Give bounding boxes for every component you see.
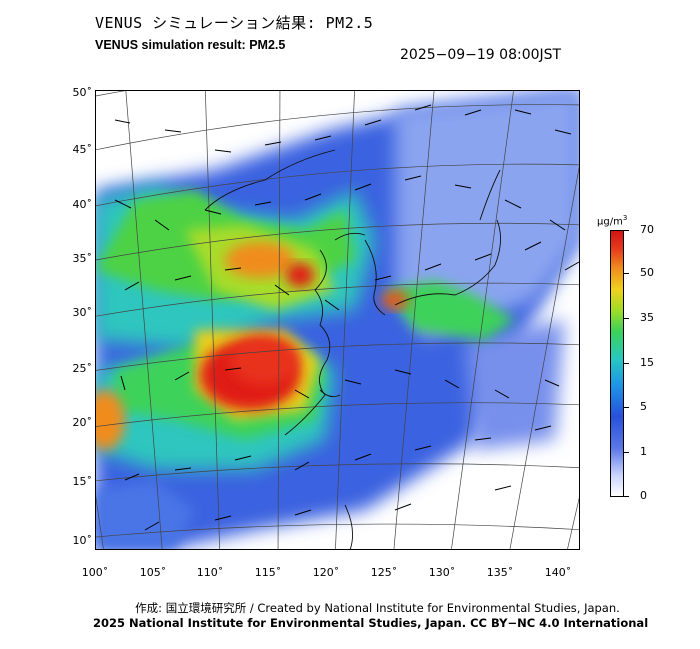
colorbar-tick: [624, 407, 629, 408]
title-japanese: VENUS シミュレーション結果: PM2.5: [95, 14, 374, 32]
colorbar: [610, 230, 624, 497]
colorbar-label-15: 15: [640, 356, 654, 369]
lat-label-30: 30˚: [72, 306, 93, 319]
colorbar-label-1: 1: [640, 445, 647, 458]
lat-label-10: 10˚: [72, 534, 93, 547]
lon-label-135: 135˚: [486, 566, 514, 579]
lat-label-35: 35˚: [72, 252, 93, 265]
colorbar-label-35: 35: [640, 311, 654, 324]
colorbar-unit: µg/m3: [597, 214, 628, 228]
credit-line: 作成: 国立環境研究所 / Created by National Instit…: [135, 601, 620, 615]
coastlines: [204, 149, 501, 550]
colorbar-tick: [624, 363, 629, 364]
lat-label-20: 20˚: [72, 416, 93, 429]
colorbar-tick: [624, 318, 629, 319]
colorbar-tick: [624, 452, 629, 453]
lon-label-115: 115˚: [254, 566, 282, 579]
forecast-timestamp: 2025−09−19 08:00JST: [400, 47, 562, 63]
colorbar-label-50: 50: [640, 266, 654, 279]
map-canvas: [95, 90, 580, 550]
wind-vectors: [114, 104, 580, 531]
lon-label-105: 105˚: [139, 566, 167, 579]
lat-label-40: 40˚: [72, 198, 93, 211]
lon-label-110: 110˚: [196, 566, 224, 579]
colorbar-tick: [624, 230, 629, 231]
lon-label-125: 125˚: [370, 566, 398, 579]
lon-label-100: 100˚: [81, 566, 109, 579]
lon-label-130: 130˚: [428, 566, 456, 579]
lat-label-50: 50˚: [72, 86, 93, 99]
lat-label-45: 45˚: [72, 143, 93, 156]
colorbar-label-70: 70: [640, 223, 654, 236]
copyright-line: 2025 National Institute for Environmenta…: [93, 616, 649, 630]
lat-label-15: 15˚: [72, 475, 93, 488]
colorbar-tick: [624, 273, 629, 274]
title-english: VENUS simulation result: PM2.5: [95, 38, 286, 52]
lon-label-120: 120˚: [312, 566, 340, 579]
graticule: [95, 90, 580, 550]
pm25-map[interactable]: [95, 90, 580, 550]
concentration-field: [95, 90, 580, 550]
colorbar-tick: [624, 496, 629, 497]
colorbar-label-5: 5: [640, 400, 647, 413]
lon-label-140: 140˚: [544, 566, 572, 579]
lat-label-25: 25˚: [72, 362, 93, 375]
colorbar-label-0: 0: [640, 489, 647, 502]
